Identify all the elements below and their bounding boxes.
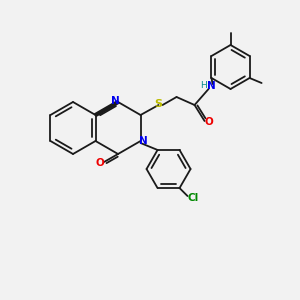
Text: Cl: Cl xyxy=(188,193,199,203)
Text: H: H xyxy=(200,82,207,91)
Text: S: S xyxy=(154,99,163,109)
Text: O: O xyxy=(204,117,213,127)
Text: O: O xyxy=(96,158,104,168)
Text: N: N xyxy=(111,96,119,106)
Text: N: N xyxy=(207,81,216,91)
Text: N: N xyxy=(139,136,148,146)
